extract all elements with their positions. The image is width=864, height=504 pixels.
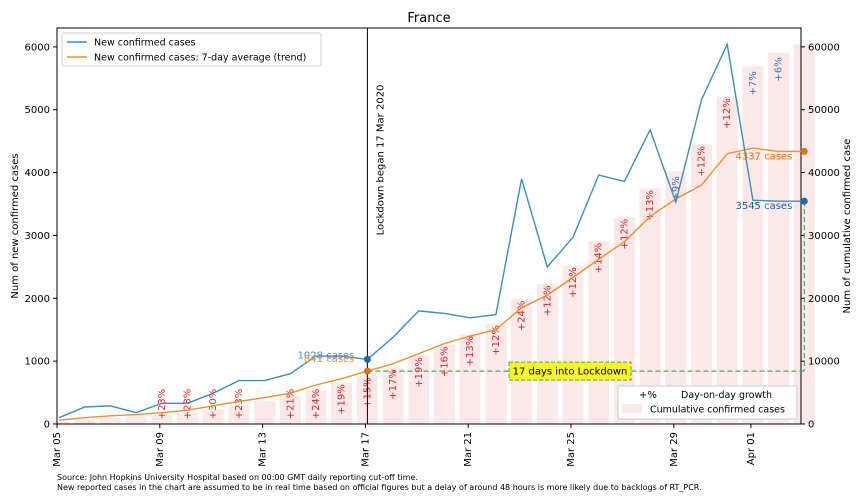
lockdown-avg-marker — [363, 367, 371, 375]
cumulative-bar — [485, 323, 507, 424]
cumulative-bar — [536, 283, 558, 424]
legend-cumulative-swatch — [622, 404, 642, 413]
growth-label: +14% — [594, 243, 605, 274]
cumulative-bar — [742, 66, 764, 424]
growth-label: +9% — [671, 176, 682, 200]
lockdown-new-marker — [363, 355, 371, 363]
x-tick-label: Mar 17 — [360, 432, 371, 467]
growth-label: +28% — [183, 389, 194, 420]
cumulative-bar — [202, 409, 224, 424]
latest-avg-marker — [800, 147, 808, 155]
right-tick-label: 40000 — [808, 168, 840, 179]
cumulative-bar — [768, 52, 790, 425]
right-tick-label: 30000 — [808, 231, 840, 242]
cumulative-bar — [382, 367, 404, 424]
cumulative-bar — [562, 265, 584, 424]
upper-legend-box — [61, 32, 322, 67]
x-tick-label: Mar 13 — [258, 432, 269, 467]
growth-label: +23% — [234, 389, 245, 420]
cumulative-bar — [228, 405, 250, 424]
avg-trend-line — [58, 147, 805, 421]
left-axis-label: Num of new confirmed cases — [10, 153, 21, 298]
growth-label: +17% — [388, 369, 399, 400]
lockdown-avg-label: 841 cases — [304, 354, 354, 365]
growth-label: +19% — [414, 357, 425, 388]
latest-new-label: 3545 cases — [735, 201, 792, 212]
latest-new-marker — [800, 197, 808, 205]
cumulative-bar — [691, 144, 712, 425]
footnote-source: Source: John Hopkins University Hospital… — [57, 473, 418, 482]
cumulative-bar — [511, 298, 533, 424]
cumulative-bar — [151, 415, 173, 424]
cumulative-bar — [254, 400, 276, 424]
growth-label: +13% — [465, 336, 476, 367]
new-cases-line — [58, 41, 805, 419]
growth-label: +12% — [697, 146, 708, 177]
growth-label: +21% — [285, 389, 296, 420]
growth-label: +24% — [311, 389, 322, 420]
cumulative-bar — [716, 96, 738, 424]
left-tick-label: 1000 — [25, 357, 50, 368]
cumulative-bar — [408, 355, 430, 424]
legend-growth-symbol: +% — [639, 390, 657, 401]
left-tick-label: 2000 — [25, 294, 50, 305]
cumulative-bar — [125, 416, 147, 424]
cumulative-bar — [74, 419, 96, 424]
left-tick-label: 6000 — [25, 42, 50, 53]
lockdown-new-label: 1028 cases — [298, 350, 355, 361]
left-tick-label: 5000 — [25, 105, 50, 116]
x-tick-label: Mar 25 — [566, 432, 577, 467]
growth-label: +7% — [748, 71, 759, 95]
cumulative-bar — [665, 171, 687, 424]
span-label: 17 days into Lockdown — [513, 367, 628, 378]
growth-label: +12% — [542, 286, 553, 317]
legend-growth-label: Day-on-day growth — [681, 390, 772, 401]
growth-label: +6% — [774, 57, 785, 81]
right-axis-label: Num of cumulative confirmed case — [842, 139, 853, 314]
cumulative-bar — [177, 412, 198, 424]
cumulative-bar — [99, 417, 121, 424]
cumulative-bar — [279, 395, 301, 424]
lockdown-label: Lockdown began 17 Mar 2020 — [375, 85, 386, 236]
x-tick-label: Mar 05 — [52, 432, 63, 467]
footnote-delay-note: New reported cases in the chart are assu… — [57, 483, 702, 492]
right-tick-label: 20000 — [808, 294, 840, 305]
x-tick-label: Apr 01 — [746, 432, 757, 465]
left-tick-label: 0 — [44, 420, 50, 431]
growth-label: +12% — [619, 219, 630, 250]
growth-label: +19% — [337, 384, 348, 415]
cumulative-bar — [459, 334, 481, 424]
cumulative-bar — [48, 421, 70, 424]
cumulative-bar — [434, 344, 455, 424]
x-tick-label: Mar 29 — [669, 432, 680, 467]
plot-frame — [56, 27, 802, 425]
lower-legend-box — [617, 385, 798, 420]
covid-france-chart: +23%+28%+30%+23%+21%+24%+19%+15%+17%+19%… — [10, 11, 853, 467]
right-tick-label: 60000 — [808, 42, 840, 53]
right-tick-label: 0 — [808, 420, 814, 431]
cumulative-bar — [331, 382, 353, 424]
growth-label: +12% — [491, 325, 502, 356]
left-tick-label: 3000 — [25, 231, 50, 242]
legend-new-cases-label: New confirmed cases — [94, 38, 196, 49]
left-tick-label: 4000 — [25, 168, 50, 179]
cumulative-bar — [639, 188, 661, 424]
x-tick-label: Mar 21 — [463, 432, 474, 467]
latest-avg-label: 4337 cases — [735, 151, 792, 162]
chart-title: France — [407, 11, 450, 26]
growth-label: +24% — [517, 301, 528, 332]
growth-label: +16% — [440, 346, 451, 377]
growth-label: +13% — [645, 190, 656, 221]
right-tick-label: 10000 — [808, 357, 840, 368]
right-tick-label: 50000 — [808, 105, 840, 116]
growth-label: +12% — [568, 267, 579, 298]
growth-label: +30% — [208, 389, 219, 420]
legend-avg-label: New confirmed cases: 7-day average (tren… — [94, 53, 306, 64]
cumulative-bar — [305, 390, 327, 424]
growth-label: +12% — [722, 98, 733, 129]
legend-cumulative-label: Cumulative confirmed cases — [650, 405, 785, 416]
span-label-box — [508, 361, 632, 381]
x-tick-label: Mar 09 — [155, 432, 166, 467]
